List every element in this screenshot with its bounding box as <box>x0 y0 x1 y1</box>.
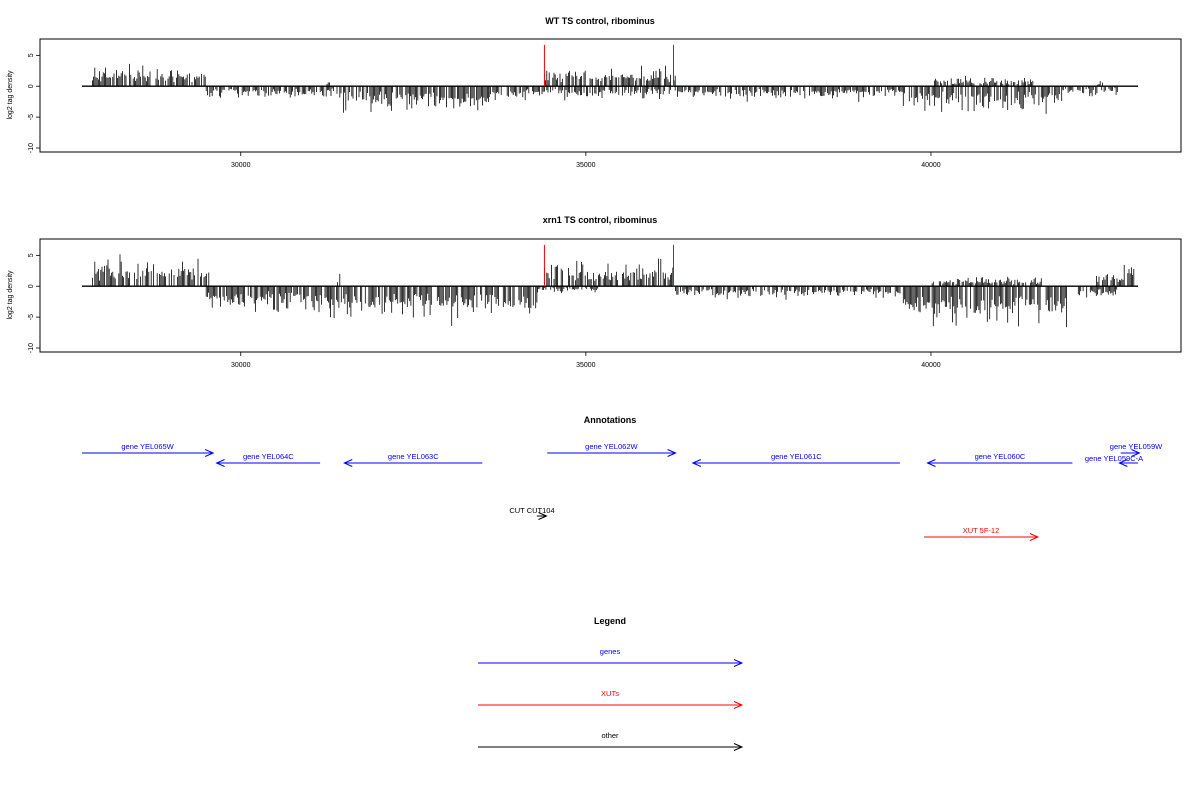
annotation-label: CUT CUT104 <box>509 506 554 515</box>
annotations-title: Annotations <box>584 415 637 425</box>
annotation-label: gene YEL060C <box>975 452 1026 461</box>
annotation-label: gene YEL059C-A <box>1085 454 1143 463</box>
xrn1-track-bars <box>82 244 1138 328</box>
xrn1-xtick-label: 30000 <box>231 362 251 369</box>
annotation-feature: gene YEL064C <box>215 452 321 467</box>
legend-label: other <box>601 731 619 740</box>
wt-track-panel: WT TS control, ribominus log2 tag densit… <box>7 16 1182 169</box>
annotation-feature: XUT 5F-12 <box>924 526 1040 541</box>
annotation-feature: gene YEL059W <box>1110 442 1163 457</box>
legend-item-gene: genes <box>478 647 744 667</box>
xrn1-track-axes: -10 -5 0 5 30000 35000 40000 <box>28 253 941 369</box>
wt-track-bars <box>82 44 1138 114</box>
annotation-label: gene YEL065W <box>121 442 174 451</box>
legend-items: genes XUTs other <box>478 647 744 751</box>
annotation-arrow-head <box>1029 533 1040 541</box>
xrn1-track-plot-frame <box>39 238 1182 353</box>
annotation-arrow-head <box>691 459 702 467</box>
legend-xut-arrow-head <box>733 701 744 709</box>
legend-label: XUTs <box>601 689 619 698</box>
annotation-arrow-head <box>538 512 548 520</box>
annotation-arrow-head <box>215 459 225 467</box>
annotation-arrow-head <box>926 459 936 467</box>
wt-track-plot-frame <box>39 38 1182 153</box>
annotation-feature: gene YEL061C <box>691 452 900 467</box>
annotation-feature: gene YEL065W <box>82 442 215 457</box>
xrn1-ytick-label: 0 <box>28 284 35 288</box>
annotation-label: gene YEL059W <box>1110 442 1163 451</box>
annotation-features: gene YEL065W gene YEL064C gene YEL063C gene… <box>82 442 1163 541</box>
annotation-label: gene YEL062W <box>585 442 638 451</box>
annotation-feature: gene YEL062W <box>547 442 677 457</box>
wt-xtick-label: 30000 <box>231 162 251 169</box>
annotation-label: gene YEL064C <box>243 452 294 461</box>
annotation-label: gene YEL061C <box>771 452 822 461</box>
legend-other-arrow-head <box>733 743 744 751</box>
annotation-arrow-head <box>1118 459 1128 467</box>
wt-ytick-label: -5 <box>28 114 35 120</box>
annotation-feature: gene YEL063C <box>343 452 483 467</box>
annotation-label: gene YEL063C <box>388 452 439 461</box>
annotation-feature: gene YEL059C-A <box>1085 454 1143 467</box>
xrn1-ytick-label: 5 <box>28 253 35 257</box>
xrn1-track-title: xrn1 TS control, ribominus <box>543 215 658 225</box>
annotation-arrow-head <box>204 449 215 457</box>
annotation-arrow-head <box>667 449 677 457</box>
legend-item-other: other <box>478 731 744 751</box>
legend-gene-arrow-head <box>733 659 744 667</box>
xrn1-xtick-label: 35000 <box>576 362 596 369</box>
xrn1-ytick-label: -10 <box>28 343 35 353</box>
wt-xtick-label: 35000 <box>576 162 596 169</box>
wt-ytick-label: 5 <box>28 53 35 57</box>
annotation-arrow-head <box>1131 449 1141 457</box>
wt-ytick-label: -10 <box>28 143 35 153</box>
annotation-feature: gene YEL060C <box>926 452 1073 467</box>
xrn1-xtick-label: 40000 <box>921 362 941 369</box>
legend-title: Legend <box>594 616 626 626</box>
wt-ytick-label: 0 <box>28 84 35 88</box>
wt-xtick-label: 40000 <box>921 162 941 169</box>
legend-panel: Legend genes XUTs other <box>478 616 744 751</box>
wt-track-title: WT TS control, ribominus <box>545 16 655 26</box>
xrn1-track-ylabel: log2 tag density <box>7 270 14 320</box>
legend-label: genes <box>600 647 621 656</box>
wt-track-ylabel: log2 tag density <box>7 70 14 120</box>
xrn1-ytick-label: -5 <box>28 314 35 320</box>
annotation-feature: CUT CUT104 <box>509 506 555 520</box>
legend-item-xut: XUTs <box>478 689 744 709</box>
annotation-label: XUT 5F-12 <box>963 526 1000 535</box>
annotation-arrow-head <box>343 459 353 467</box>
xrn1-track-panel: xrn1 TS control, ribominus log2 tag dens… <box>7 215 1182 369</box>
wt-track-axes: -10 -5 0 5 30000 35000 40000 <box>28 53 941 169</box>
